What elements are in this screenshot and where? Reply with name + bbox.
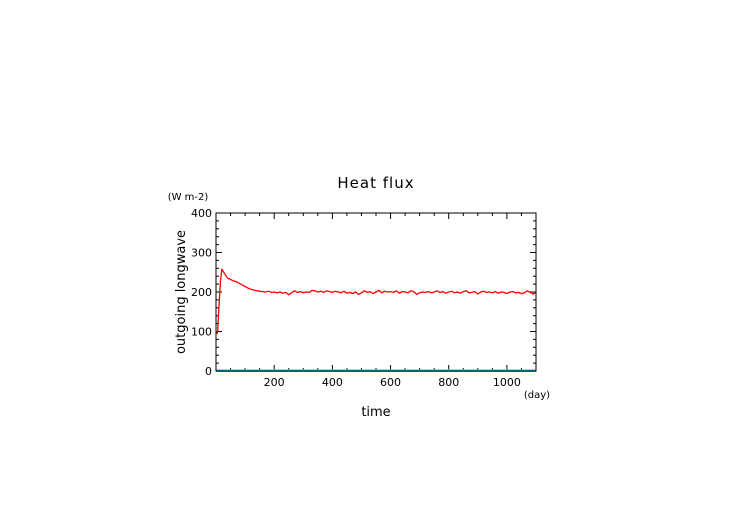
y-axis-label: outgoing longwave bbox=[174, 230, 189, 354]
plot-frame bbox=[215, 212, 537, 372]
y-axis-unit: (W m-2) bbox=[168, 192, 209, 203]
x-tick-label: 800 bbox=[438, 376, 459, 389]
x-axis-unit: (day) bbox=[524, 390, 550, 401]
x-tick-label: 200 bbox=[264, 376, 285, 389]
x-axis-label: time bbox=[361, 405, 390, 420]
series-line-0 bbox=[215, 268, 537, 335]
series-layer bbox=[215, 268, 537, 372]
x-tick-label: 400 bbox=[322, 376, 343, 389]
y-tick-label: 100 bbox=[191, 326, 212, 339]
y-tick-label: 200 bbox=[191, 286, 212, 299]
x-tick-label: 600 bbox=[380, 376, 401, 389]
y-tick-label: 0 bbox=[205, 365, 212, 378]
y-tick-label: 400 bbox=[191, 207, 212, 220]
y-tick-label: 300 bbox=[191, 247, 212, 260]
tick-labels-layer: 200 400 600 800 1000 0 100 200 300 400 bbox=[191, 207, 521, 389]
x-tick-label: 1000 bbox=[493, 376, 521, 389]
chart-title: Heat flux bbox=[337, 174, 414, 192]
